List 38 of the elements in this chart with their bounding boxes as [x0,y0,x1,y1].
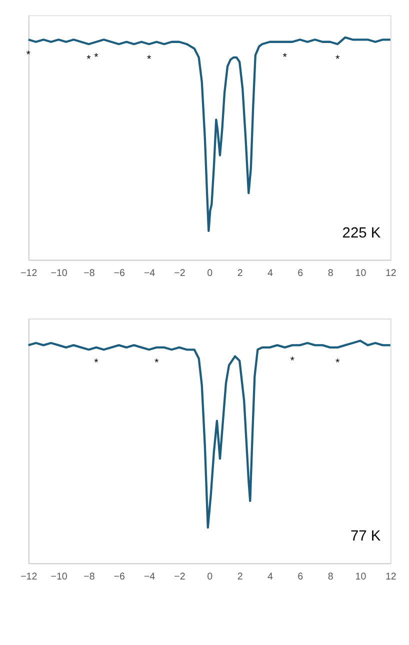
x-tick-label: −8 [84,268,95,279]
x-tick-label: 10 [355,268,367,279]
x-tick-label: −2 [174,268,186,279]
annotation: * [146,54,152,66]
x-tick-label: 0 [207,268,214,279]
x-tick-label: −4 [144,571,156,582]
x-tick-label: −12 [20,268,38,279]
x-tick-label: 0 [207,571,214,582]
annotation: 225 K [342,225,381,242]
x-tick-label: −10 [50,268,68,279]
x-tick-label: 10 [355,571,367,582]
x-tick-label: −2 [174,571,186,582]
annotation: * [282,51,288,64]
x-tick-label: −6 [114,268,125,279]
annotation: * [290,354,296,367]
x-tick-label: 6 [298,268,304,279]
x-tick-label: 8 [328,268,334,279]
x-tick-label: 2 [237,268,243,279]
annotation: * [154,357,160,370]
x-tick-label: 12 [385,571,396,582]
annotation: * [336,357,341,370]
x-tick-label: 4 [268,268,274,279]
x-tick-label: −4 [144,268,156,279]
x-tick-label: 2 [237,571,243,582]
x-tick-label: −6 [114,571,125,582]
x-tick-label: −10 [50,571,68,582]
annotation: * [86,54,92,66]
annotation: * [336,54,341,66]
annotation: * [26,49,32,62]
x-tick-label: −12 [20,571,38,582]
x-tick-label: 6 [298,571,304,582]
annotation: * [94,51,100,64]
x-tick-label: 4 [268,571,274,582]
annotation: * [94,357,100,370]
x-tick-label: 8 [328,571,334,582]
x-tick-label: 12 [385,268,396,279]
x-tick-label: −8 [84,571,95,582]
annotation: 77 K [350,528,381,545]
